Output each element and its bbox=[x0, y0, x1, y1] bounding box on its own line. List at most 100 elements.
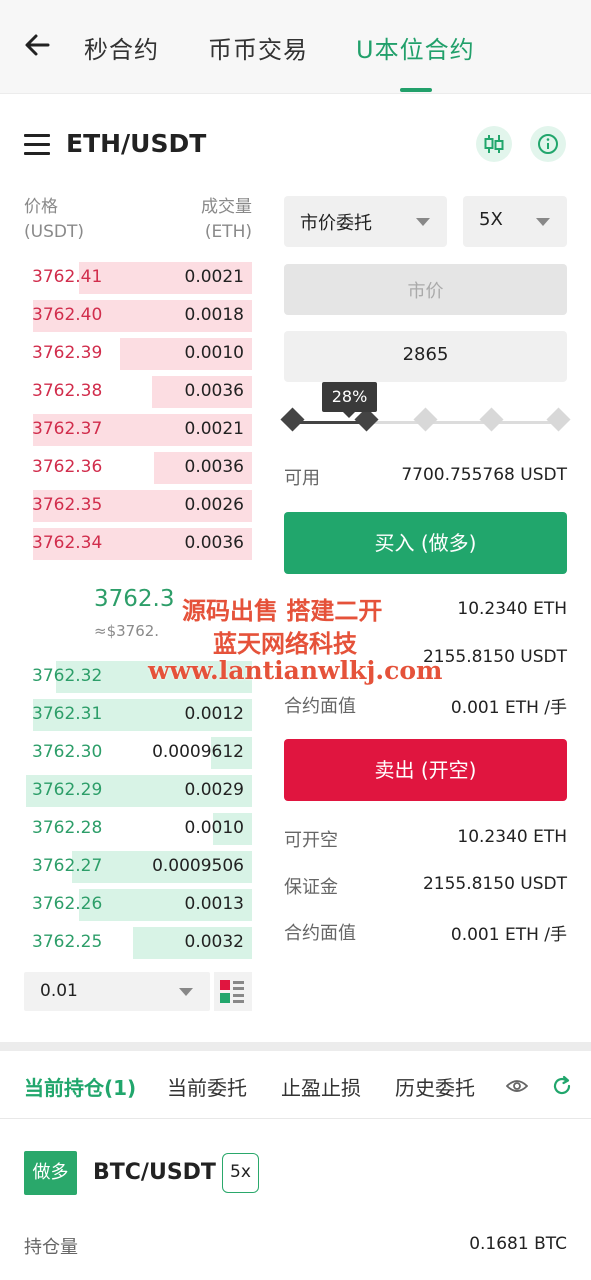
bid-row[interactable]: 3762.28 0.0010 bbox=[24, 813, 252, 845]
depth-precision-select[interactable]: 0.01 bbox=[24, 972, 210, 1011]
tab-spot-trading[interactable]: 币币交易 bbox=[208, 36, 308, 64]
depth-bar bbox=[213, 813, 252, 845]
ask-price: 3762.35 bbox=[32, 495, 103, 515]
bid-price: 3762.29 bbox=[32, 780, 103, 800]
bid-qty: 0.0032 bbox=[184, 932, 244, 952]
slider-stop[interactable] bbox=[546, 407, 571, 432]
section-divider bbox=[0, 1042, 591, 1051]
bid-row[interactable]: 3762.25 0.0032 bbox=[24, 927, 252, 959]
bid-qty: 0.0009612 bbox=[152, 742, 244, 762]
bid-qty: 0.0013 bbox=[184, 894, 244, 914]
ask-qty: 0.0026 bbox=[184, 495, 244, 515]
slider-stop[interactable] bbox=[413, 407, 438, 432]
ask-price: 3762.41 bbox=[32, 267, 103, 287]
ask-price: 3762.39 bbox=[32, 343, 103, 363]
bid-row[interactable]: 3762.27 0.0009506 bbox=[24, 851, 252, 883]
chevron-down-icon bbox=[536, 218, 550, 226]
tab-tp-sl[interactable]: 止盈止损 bbox=[281, 1076, 361, 1100]
ask-row[interactable]: 3762.36 0.0036 bbox=[24, 452, 252, 484]
tab-second-contract[interactable]: 秒合约 bbox=[84, 36, 159, 64]
candlestick-icon bbox=[484, 135, 504, 153]
position-leverage-badge: 5x bbox=[222, 1153, 259, 1193]
depth-bar bbox=[120, 338, 252, 370]
depth-bar bbox=[133, 927, 252, 959]
available-label: 可用 bbox=[284, 468, 320, 489]
depth-bar bbox=[56, 661, 252, 693]
last-price: 3762.3 bbox=[94, 586, 175, 612]
bid-row[interactable]: 3762.26 0.0013 bbox=[24, 889, 252, 921]
ask-row[interactable]: 3762.35 0.0026 bbox=[24, 490, 252, 522]
ask-price: 3762.37 bbox=[32, 419, 103, 439]
price-input[interactable]: 市价 bbox=[284, 264, 567, 315]
depth-bar bbox=[152, 376, 252, 408]
tab-current-positions[interactable]: 当前持仓(1) bbox=[24, 1076, 137, 1100]
back-arrow-icon[interactable] bbox=[22, 30, 52, 60]
info-icon bbox=[538, 134, 558, 154]
candlestick-chart-button[interactable] bbox=[476, 126, 512, 162]
last-price-fiat: ≈$3762. bbox=[94, 622, 160, 640]
watermark-url: www.lantianwlkj.com bbox=[148, 656, 443, 685]
menu-icon[interactable] bbox=[24, 134, 50, 156]
tab-open-orders[interactable]: 当前委托 bbox=[167, 1076, 247, 1100]
depth-bar bbox=[26, 775, 252, 807]
book-layout-toggle[interactable] bbox=[214, 972, 252, 1011]
pair-title[interactable]: ETH/USDT bbox=[66, 129, 207, 158]
refresh-icon[interactable] bbox=[551, 1075, 573, 1101]
ask-row[interactable]: 3762.39 0.0010 bbox=[24, 338, 252, 370]
sell-margin-label: 保证金 bbox=[284, 877, 338, 898]
watermark-line-1: 源码出售 搭建二开 bbox=[182, 597, 383, 625]
price-placeholder: 市价 bbox=[407, 281, 444, 302]
eye-icon[interactable] bbox=[505, 1077, 529, 1099]
position-side-badge: 做多 bbox=[24, 1151, 77, 1195]
tab-bar-divider bbox=[0, 1118, 591, 1119]
slider-stop[interactable] bbox=[479, 407, 504, 432]
ask-row[interactable]: 3762.41 0.0021 bbox=[24, 262, 252, 294]
book-layout-icon bbox=[220, 980, 244, 1003]
sell-short-button[interactable]: 卖出 (开空) bbox=[284, 739, 567, 801]
depth-bar bbox=[154, 452, 252, 484]
order-type-select[interactable]: 市价委托 bbox=[284, 196, 447, 247]
ask-price: 3762.36 bbox=[32, 457, 103, 477]
tab-usdt-futures[interactable]: U本位合约 bbox=[356, 36, 475, 64]
leverage-select[interactable]: 5X bbox=[463, 196, 567, 247]
ask-row[interactable]: 3762.40 0.0018 bbox=[24, 300, 252, 332]
bid-row[interactable]: 3762.31 0.0012 bbox=[24, 699, 252, 731]
bid-row[interactable]: 3762.29 0.0029 bbox=[24, 775, 252, 807]
slider-stop[interactable] bbox=[280, 407, 305, 432]
bid-price: 3762.28 bbox=[32, 818, 103, 838]
depth-bar bbox=[33, 490, 252, 522]
amount-input[interactable]: 2865 bbox=[284, 331, 567, 382]
bid-price: 3762.26 bbox=[32, 894, 103, 914]
chevron-down-icon bbox=[416, 218, 430, 226]
volume-column-header: 成交量 (ETH) bbox=[201, 197, 252, 242]
ask-qty: 0.0021 bbox=[184, 267, 244, 287]
chevron-down-icon bbox=[179, 988, 193, 996]
ask-qty: 0.0036 bbox=[184, 533, 244, 553]
sell-max-open-label: 可开空 bbox=[284, 830, 338, 851]
leverage-value: 5X bbox=[479, 209, 503, 230]
sell-margin-value: 2155.8150 USDT bbox=[422, 874, 567, 894]
amount-value: 2865 bbox=[402, 344, 449, 365]
ask-price: 3762.40 bbox=[32, 305, 103, 325]
bid-qty: 0.0010 bbox=[184, 818, 244, 838]
holding-value: 0.1681 BTC bbox=[469, 1234, 567, 1254]
bid-row[interactable]: 3762.30 0.0009612 bbox=[24, 737, 252, 769]
holding-label: 持仓量 bbox=[24, 1237, 78, 1258]
ask-row[interactable]: 3762.38 0.0036 bbox=[24, 376, 252, 408]
depth-bar bbox=[33, 699, 252, 731]
buy-contract-size-label: 合约面值 bbox=[284, 696, 356, 717]
slider-fill bbox=[292, 421, 366, 424]
sell-max-open-value: 10.2340 ETH bbox=[457, 827, 567, 847]
info-button[interactable] bbox=[530, 126, 566, 162]
tab-order-history[interactable]: 历史委托 bbox=[395, 1076, 475, 1100]
bid-qty: 0.0009506 bbox=[152, 856, 244, 876]
bid-qty: 0.0029 bbox=[184, 780, 244, 800]
buy-max-open-value: 10.2340 ETH bbox=[457, 599, 567, 619]
bid-row[interactable]: 3762.32 bbox=[24, 661, 252, 693]
position-pair[interactable]: BTC/USDT bbox=[93, 1160, 216, 1185]
buy-long-button[interactable]: 买入 (做多) bbox=[284, 512, 567, 574]
watermark-line-2: 蓝天网络科技 bbox=[213, 630, 357, 658]
ask-row[interactable]: 3762.37 0.0021 bbox=[24, 414, 252, 446]
ask-row[interactable]: 3762.34 0.0036 bbox=[24, 528, 252, 560]
depth-bar bbox=[33, 414, 252, 446]
